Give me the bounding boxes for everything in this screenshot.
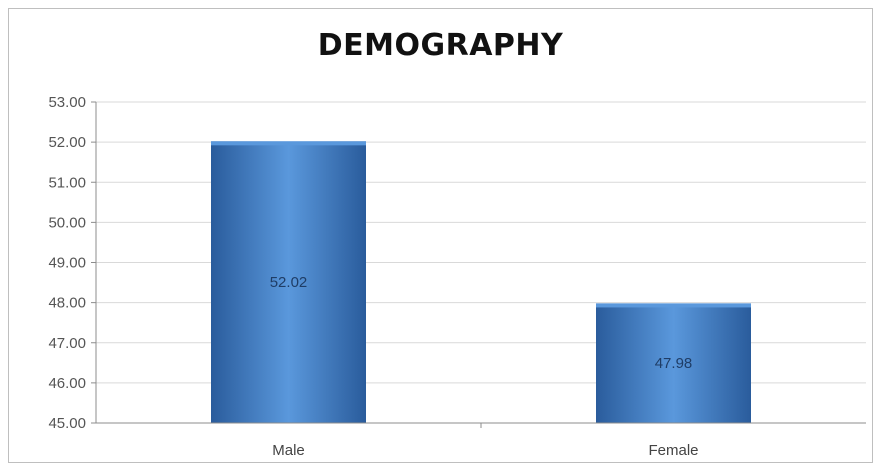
y-tick-label: 47.00 (48, 335, 86, 352)
bar-top-highlight (211, 141, 366, 146)
y-tick-label: 48.00 (48, 295, 86, 312)
y-tick-label: 46.00 (48, 375, 86, 392)
y-tick-label: 50.00 (48, 214, 86, 231)
chart-title: DEMOGRAPHY (317, 28, 564, 63)
bars: 52.02 47.98 (211, 141, 751, 423)
bar-male (211, 141, 366, 423)
x-axis: Male Female (96, 422, 866, 459)
y-tick-label: 49.00 (48, 255, 86, 272)
x-category-label: Male (272, 442, 305, 459)
y-axis: 45.00 46.00 47.00 48.00 49.00 50.00 51.00 52.00… (48, 94, 97, 432)
data-label: 47.98 (655, 355, 693, 372)
y-tick-label: 51.00 (48, 174, 86, 191)
bar-female (596, 303, 751, 423)
y-tick-label: 52.00 (48, 134, 86, 151)
data-label: 52.02 (270, 274, 308, 291)
bar-top-highlight (596, 303, 751, 308)
x-category-label: Female (648, 442, 698, 459)
y-tick-label: 45.00 (48, 415, 86, 432)
y-tick-label: 53.00 (48, 94, 86, 111)
